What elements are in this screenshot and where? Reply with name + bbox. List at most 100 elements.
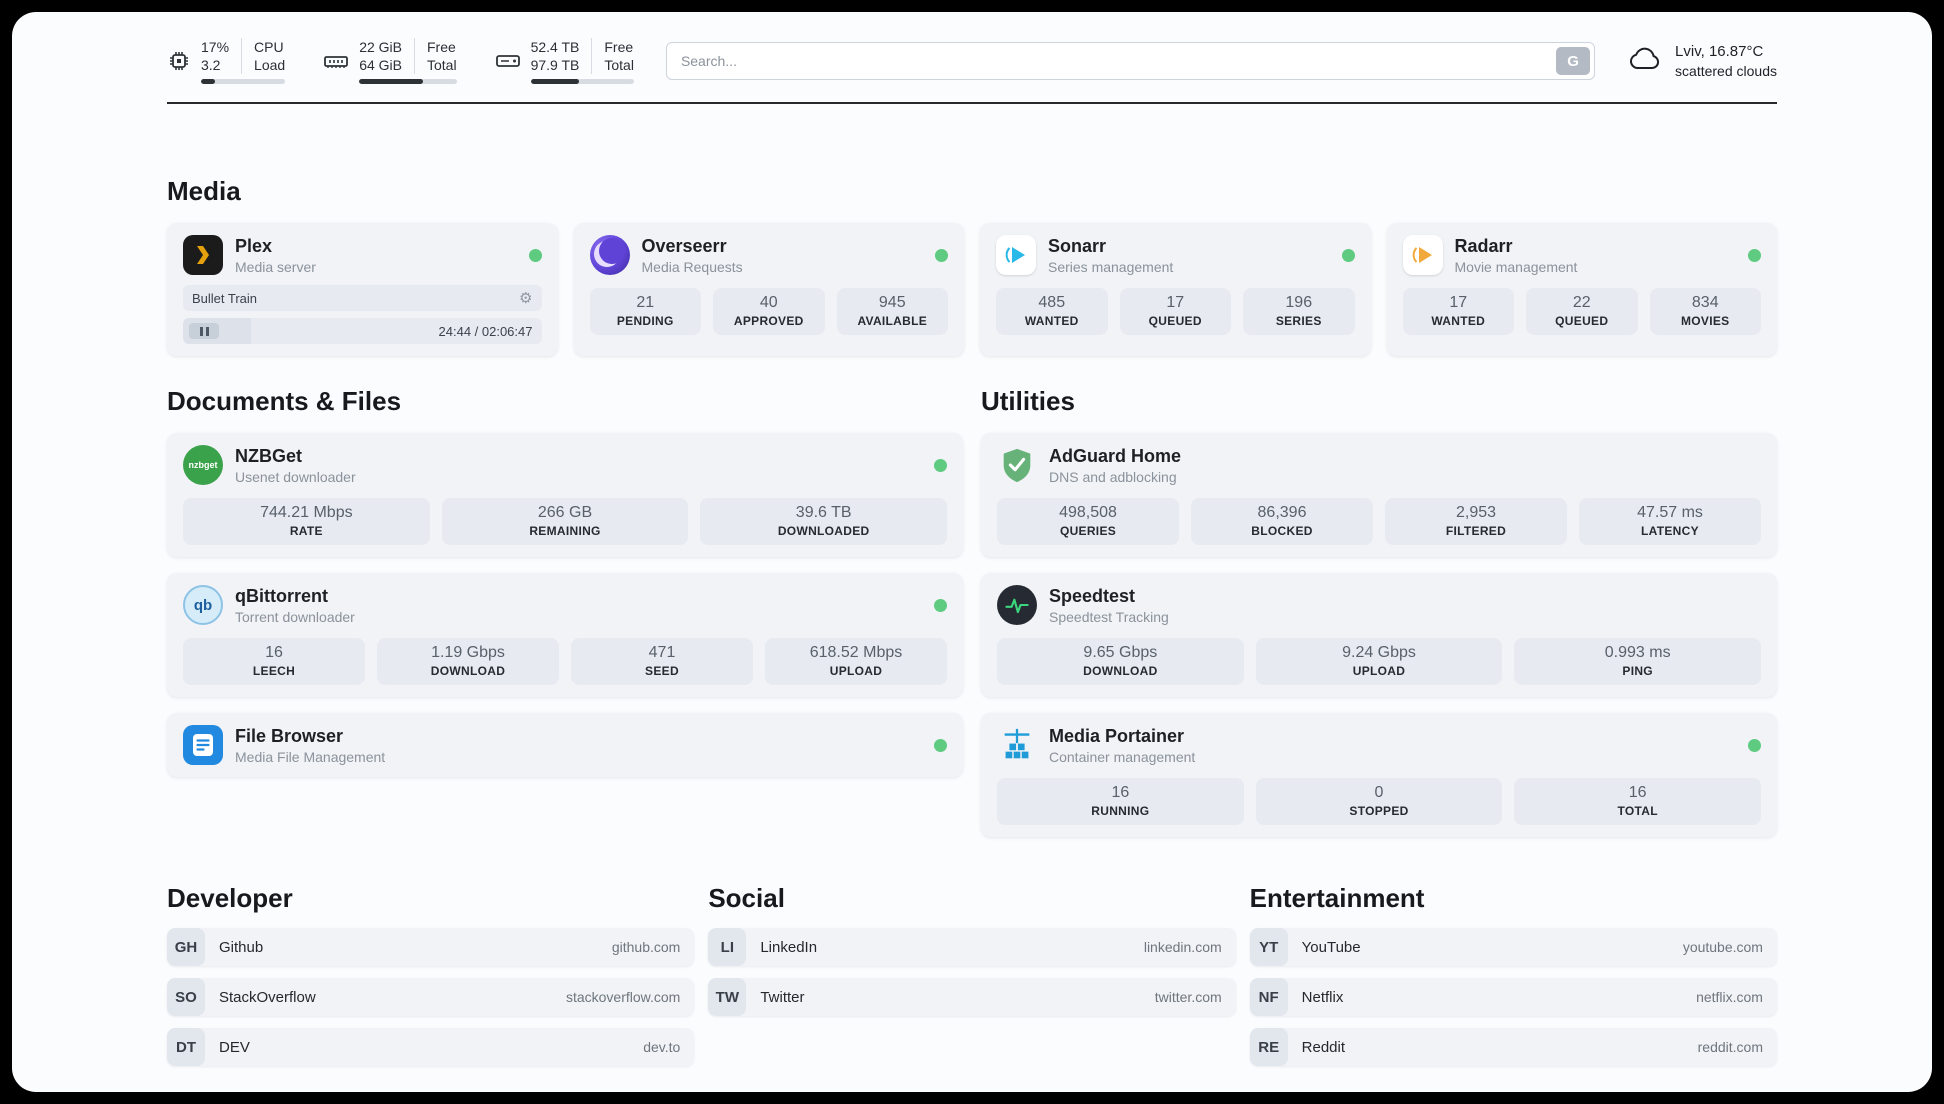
stat-value: 17 (1449, 294, 1468, 312)
stat-box: 485 WANTED (996, 288, 1108, 336)
bookmark-url: stackoverflow.com (565, 989, 681, 1006)
bookmark-url: twitter.com (1154, 989, 1222, 1006)
app-card-speedtest[interactable]: Speedtest Speedtest Tracking 9.65 Gbps D… (981, 573, 1777, 698)
playback-time: 24:44 / 02:06:47 (438, 323, 533, 339)
stat-value: 498,508 (1059, 504, 1117, 522)
memory-icon (323, 49, 349, 73)
app-card-plex[interactable]: Plex Media server Bullet Train ⚙ 24:44 /… (167, 223, 558, 357)
app-name: Media Portainer (1049, 725, 1185, 746)
gear-icon[interactable]: ⚙ (519, 289, 533, 307)
memory-free-value: 22 GiB (359, 39, 402, 55)
stat-box: 16 TOTAL (1514, 778, 1762, 826)
pause-icon[interactable] (189, 323, 219, 340)
app-card-sonarr[interactable]: Sonarr Series management 485 WANTED 17 Q… (980, 223, 1371, 357)
app-name: Sonarr (1048, 235, 1107, 256)
stat-box: 40 APPROVED (713, 288, 825, 336)
storage-drive-icon (495, 49, 521, 73)
app-card-portainer[interactable]: Media Portainer Container management 16 … (981, 713, 1777, 838)
bookmark-linkedin[interactable]: LI LinkedIn linkedin.com (708, 928, 1236, 967)
stat-label: WANTED (1431, 314, 1486, 329)
app-name: NZBGet (235, 445, 302, 466)
stat-label: SERIES (1275, 314, 1322, 329)
stat-value: 86,396 (1257, 504, 1307, 522)
app-card-filebrowser[interactable]: File Browser Media File Management (167, 713, 963, 778)
app-name: Overseerr (641, 235, 727, 256)
bookmark-stackoverflow[interactable]: SO StackOverflow stackoverflow.com (167, 978, 695, 1017)
cpu-percent: 17% (201, 39, 230, 55)
cpu-progress-bar (201, 79, 286, 85)
section-social: Social LI LinkedIn linkedin.com TW Twitt… (708, 883, 1236, 1028)
bookmark-badge: GH (167, 928, 205, 967)
bookmark-badge: DT (167, 1028, 205, 1067)
stat-label: QUEUED (1148, 314, 1202, 329)
stat-label: MOVIES (1681, 314, 1730, 329)
stat-box: 1.19 Gbps DOWNLOAD (377, 638, 559, 686)
app-card-qbittorrent[interactable]: qb qBittorrent Torrent downloader 16 LEE… (167, 573, 963, 698)
stat-box: 471 SEED (571, 638, 753, 686)
weather-widget: Lviv, 16.87°C scattered clouds (1627, 42, 1777, 81)
search-input[interactable] (665, 42, 1596, 81)
stat-label: LATENCY (1641, 524, 1699, 539)
stat-value: 266 GB (537, 504, 593, 522)
stat-box: 744.21 Mbps RATE (183, 498, 430, 546)
stat-box: 16 RUNNING (997, 778, 1244, 826)
bookmark-badge: NF (1249, 978, 1288, 1017)
sonarr-icon (996, 235, 1036, 276)
memory-total-value: 64 GiB (359, 57, 402, 74)
stat-box: 39.6 TB DOWNLOADED (700, 498, 948, 546)
app-card-radarr[interactable]: Radarr Movie management 17 WANTED 22 QUE… (1386, 223, 1777, 357)
stat-box: 618.52 Mbps UPLOAD (765, 638, 947, 686)
bookmark-youtube[interactable]: YT YouTube youtube.com (1249, 928, 1777, 967)
stat-label: LEECH (252, 664, 296, 679)
stat-value: 47.57 ms (1637, 504, 1703, 522)
radarr-icon (1402, 235, 1443, 276)
stat-value: 485 (1038, 294, 1066, 312)
bookmark-twitter[interactable]: TW Twitter twitter.com (708, 978, 1236, 1017)
stat-value: 21 (636, 294, 655, 312)
cpu-load-label: Load (254, 57, 286, 74)
stat-box: 196 SERIES (1243, 288, 1355, 336)
plex-icon (183, 235, 223, 276)
stat-label: UPLOAD (1352, 664, 1406, 679)
now-playing-title: Bullet Train (192, 290, 258, 306)
entertainment-section-title: Entertainment (1249, 883, 1425, 914)
app-name: File Browser (235, 725, 344, 746)
stat-label: PENDING (616, 314, 674, 329)
bookmark-name: LinkedIn (760, 938, 818, 956)
stat-box: 9.24 Gbps UPLOAD (1255, 638, 1503, 686)
storage-total-label: Total (604, 57, 634, 74)
bookmark-dev[interactable]: DT DEV dev.to (167, 1028, 695, 1067)
stat-box: 17 WANTED (1402, 288, 1514, 336)
stat-label: RUNNING (1091, 804, 1150, 819)
stat-box: 22 QUEUED (1526, 288, 1638, 336)
developer-section-title: Developer (167, 883, 293, 914)
search-go-button[interactable]: G (1556, 47, 1591, 76)
bookmark-reddit[interactable]: RE Reddit reddit.com (1249, 1028, 1777, 1067)
bookmark-url: github.com (611, 939, 681, 956)
stat-box: 16 LEECH (183, 638, 365, 686)
utilities-section-title: Utilities (981, 386, 1075, 417)
app-card-adguard[interactable]: AdGuard Home DNS and adblocking 498,508 … (981, 433, 1777, 558)
stat-value: 471 (648, 644, 676, 662)
bookmark-netflix[interactable]: NF Netflix netflix.com (1249, 978, 1777, 1017)
stat-value: 16 (1628, 784, 1647, 802)
status-dot (1748, 248, 1761, 262)
app-name: Radarr (1454, 235, 1513, 256)
memory-progress-bar (359, 79, 457, 85)
app-name: Speedtest (1049, 585, 1136, 606)
app-card-overseerr[interactable]: Overseerr Media Requests 21 PENDING 40 A… (573, 223, 964, 357)
stat-box: 498,508 QUERIES (997, 498, 1179, 546)
header-divider (167, 102, 1777, 105)
speedtest-icon (997, 585, 1037, 626)
weather-location: Lviv, 16.87°C (1675, 42, 1764, 60)
playback-progress-bar: 24:44 / 02:06:47 (183, 318, 542, 345)
stat-value: 16 (1111, 784, 1130, 802)
app-card-nzbget[interactable]: nzbget NZBGet Usenet downloader 744.21 M… (167, 433, 963, 558)
media-section-title: Media (167, 176, 241, 207)
bookmark-github[interactable]: GH Github github.com (167, 928, 695, 967)
stat-label: WANTED (1024, 314, 1079, 329)
memory-total-label: Total (427, 57, 457, 74)
stat-box: 0.993 ms PING (1514, 638, 1762, 686)
section-documents: Documents & Files nzbget NZBGet Usenet d… (167, 386, 963, 778)
stat-label: RATE (289, 524, 323, 539)
